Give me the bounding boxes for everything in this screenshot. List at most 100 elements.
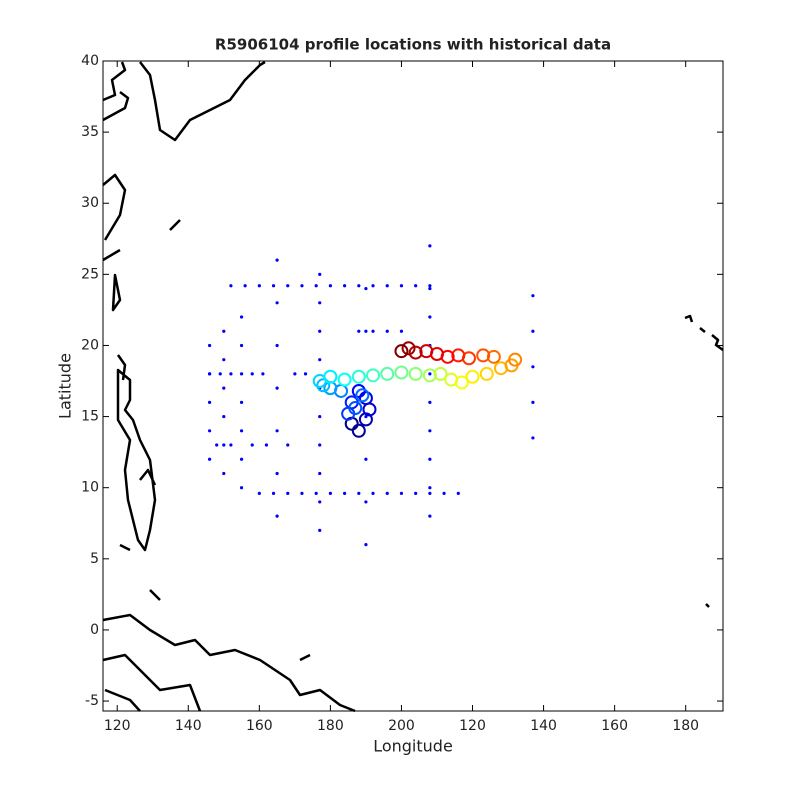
historical-point — [371, 329, 375, 333]
historical-point — [229, 284, 233, 288]
historical-point — [293, 372, 297, 376]
profile-point — [408, 345, 423, 360]
historical-point — [303, 372, 308, 376]
profile-point — [486, 349, 501, 364]
profile-point — [358, 391, 373, 406]
historical-point — [314, 284, 318, 288]
historical-point — [275, 514, 279, 518]
profile-point — [351, 369, 366, 384]
profile-point — [476, 348, 491, 363]
historical-point — [257, 491, 261, 495]
historical-point — [207, 457, 212, 461]
historical-point — [222, 471, 226, 476]
historical-point — [428, 315, 432, 319]
historical-point — [385, 491, 389, 495]
historical-point — [239, 429, 244, 433]
historical-point — [239, 457, 244, 461]
historical-point — [399, 329, 404, 333]
historical-point — [318, 500, 322, 504]
historical-point — [428, 486, 432, 490]
historical-point — [275, 343, 279, 348]
x-tick-label: 140 — [175, 718, 202, 734]
historical-point — [222, 358, 226, 362]
historical-point — [328, 284, 332, 288]
profile-point — [408, 366, 423, 381]
profile-point — [366, 368, 381, 383]
profile-point — [433, 366, 448, 381]
profile-point — [508, 352, 523, 367]
y-tick-label: 10 — [81, 480, 99, 496]
historical-point — [364, 542, 368, 547]
y-axis-label: Latitude — [56, 353, 75, 419]
profile-point — [337, 372, 352, 387]
profile-point — [422, 368, 437, 383]
historical-point — [399, 284, 404, 288]
y-tick-label: -5 — [85, 693, 99, 709]
coastline — [102, 589, 356, 713]
coastline — [684, 314, 724, 608]
historical-point — [207, 400, 212, 404]
historical-point — [318, 443, 322, 447]
profile-point — [316, 378, 331, 393]
x-tick-label: 180 — [672, 718, 699, 734]
historical-point — [215, 443, 219, 447]
historical-point — [428, 372, 432, 376]
historical-point — [271, 284, 276, 288]
historical-point — [300, 284, 304, 288]
profile-point — [394, 365, 409, 380]
x-tick-label: 160 — [246, 718, 273, 734]
historical-point — [239, 372, 244, 376]
coastline — [102, 173, 181, 312]
historical-point — [318, 301, 322, 305]
historical-point — [239, 400, 244, 404]
profile-point — [465, 369, 480, 384]
profile-point — [323, 369, 338, 384]
profile-point — [454, 375, 469, 390]
historical-point — [371, 284, 375, 288]
historical-point — [364, 500, 368, 504]
y-tick-label: 0 — [90, 622, 99, 638]
historical-point — [428, 491, 432, 495]
historical-point — [318, 414, 322, 419]
historical-point — [229, 372, 233, 376]
y-tick-label: 25 — [81, 266, 99, 282]
historical-point — [207, 343, 212, 348]
historical-point — [222, 329, 226, 333]
y-tick-label: 30 — [81, 195, 99, 211]
historical-point — [318, 528, 322, 532]
historical-point — [318, 329, 322, 333]
historical-point — [399, 491, 404, 495]
historical-point — [318, 272, 322, 276]
profile-point — [355, 388, 370, 403]
axes-box — [102, 60, 724, 712]
profile-point — [394, 344, 409, 359]
x-tick-label: 140 — [530, 718, 557, 734]
profile-point — [479, 366, 494, 381]
historical-point — [357, 284, 361, 288]
historical-point — [428, 286, 432, 291]
historical-point — [456, 491, 460, 495]
historical-point — [357, 491, 361, 495]
x-tick-label: 180 — [317, 718, 344, 734]
historical-point — [275, 471, 279, 476]
coastline — [116, 354, 157, 552]
historical-point — [229, 443, 233, 447]
y-tick-label: 40 — [81, 53, 99, 69]
historical-point — [531, 329, 535, 333]
historical-point — [222, 386, 226, 390]
historical-point — [243, 284, 247, 288]
historical-point — [428, 284, 432, 288]
historical-point — [428, 457, 432, 461]
historical-point — [343, 491, 347, 495]
historical-point — [275, 258, 279, 262]
x-axis-label: Longitude — [373, 737, 453, 756]
historical-point — [531, 365, 535, 369]
y-tick-label: 5 — [90, 551, 99, 567]
historical-point — [414, 491, 418, 495]
coastline — [102, 60, 266, 142]
profile-point — [348, 401, 363, 416]
profile-point — [351, 423, 366, 438]
historical-point — [271, 491, 276, 495]
y-tick-label: 20 — [81, 337, 99, 353]
historical-point — [222, 414, 226, 419]
